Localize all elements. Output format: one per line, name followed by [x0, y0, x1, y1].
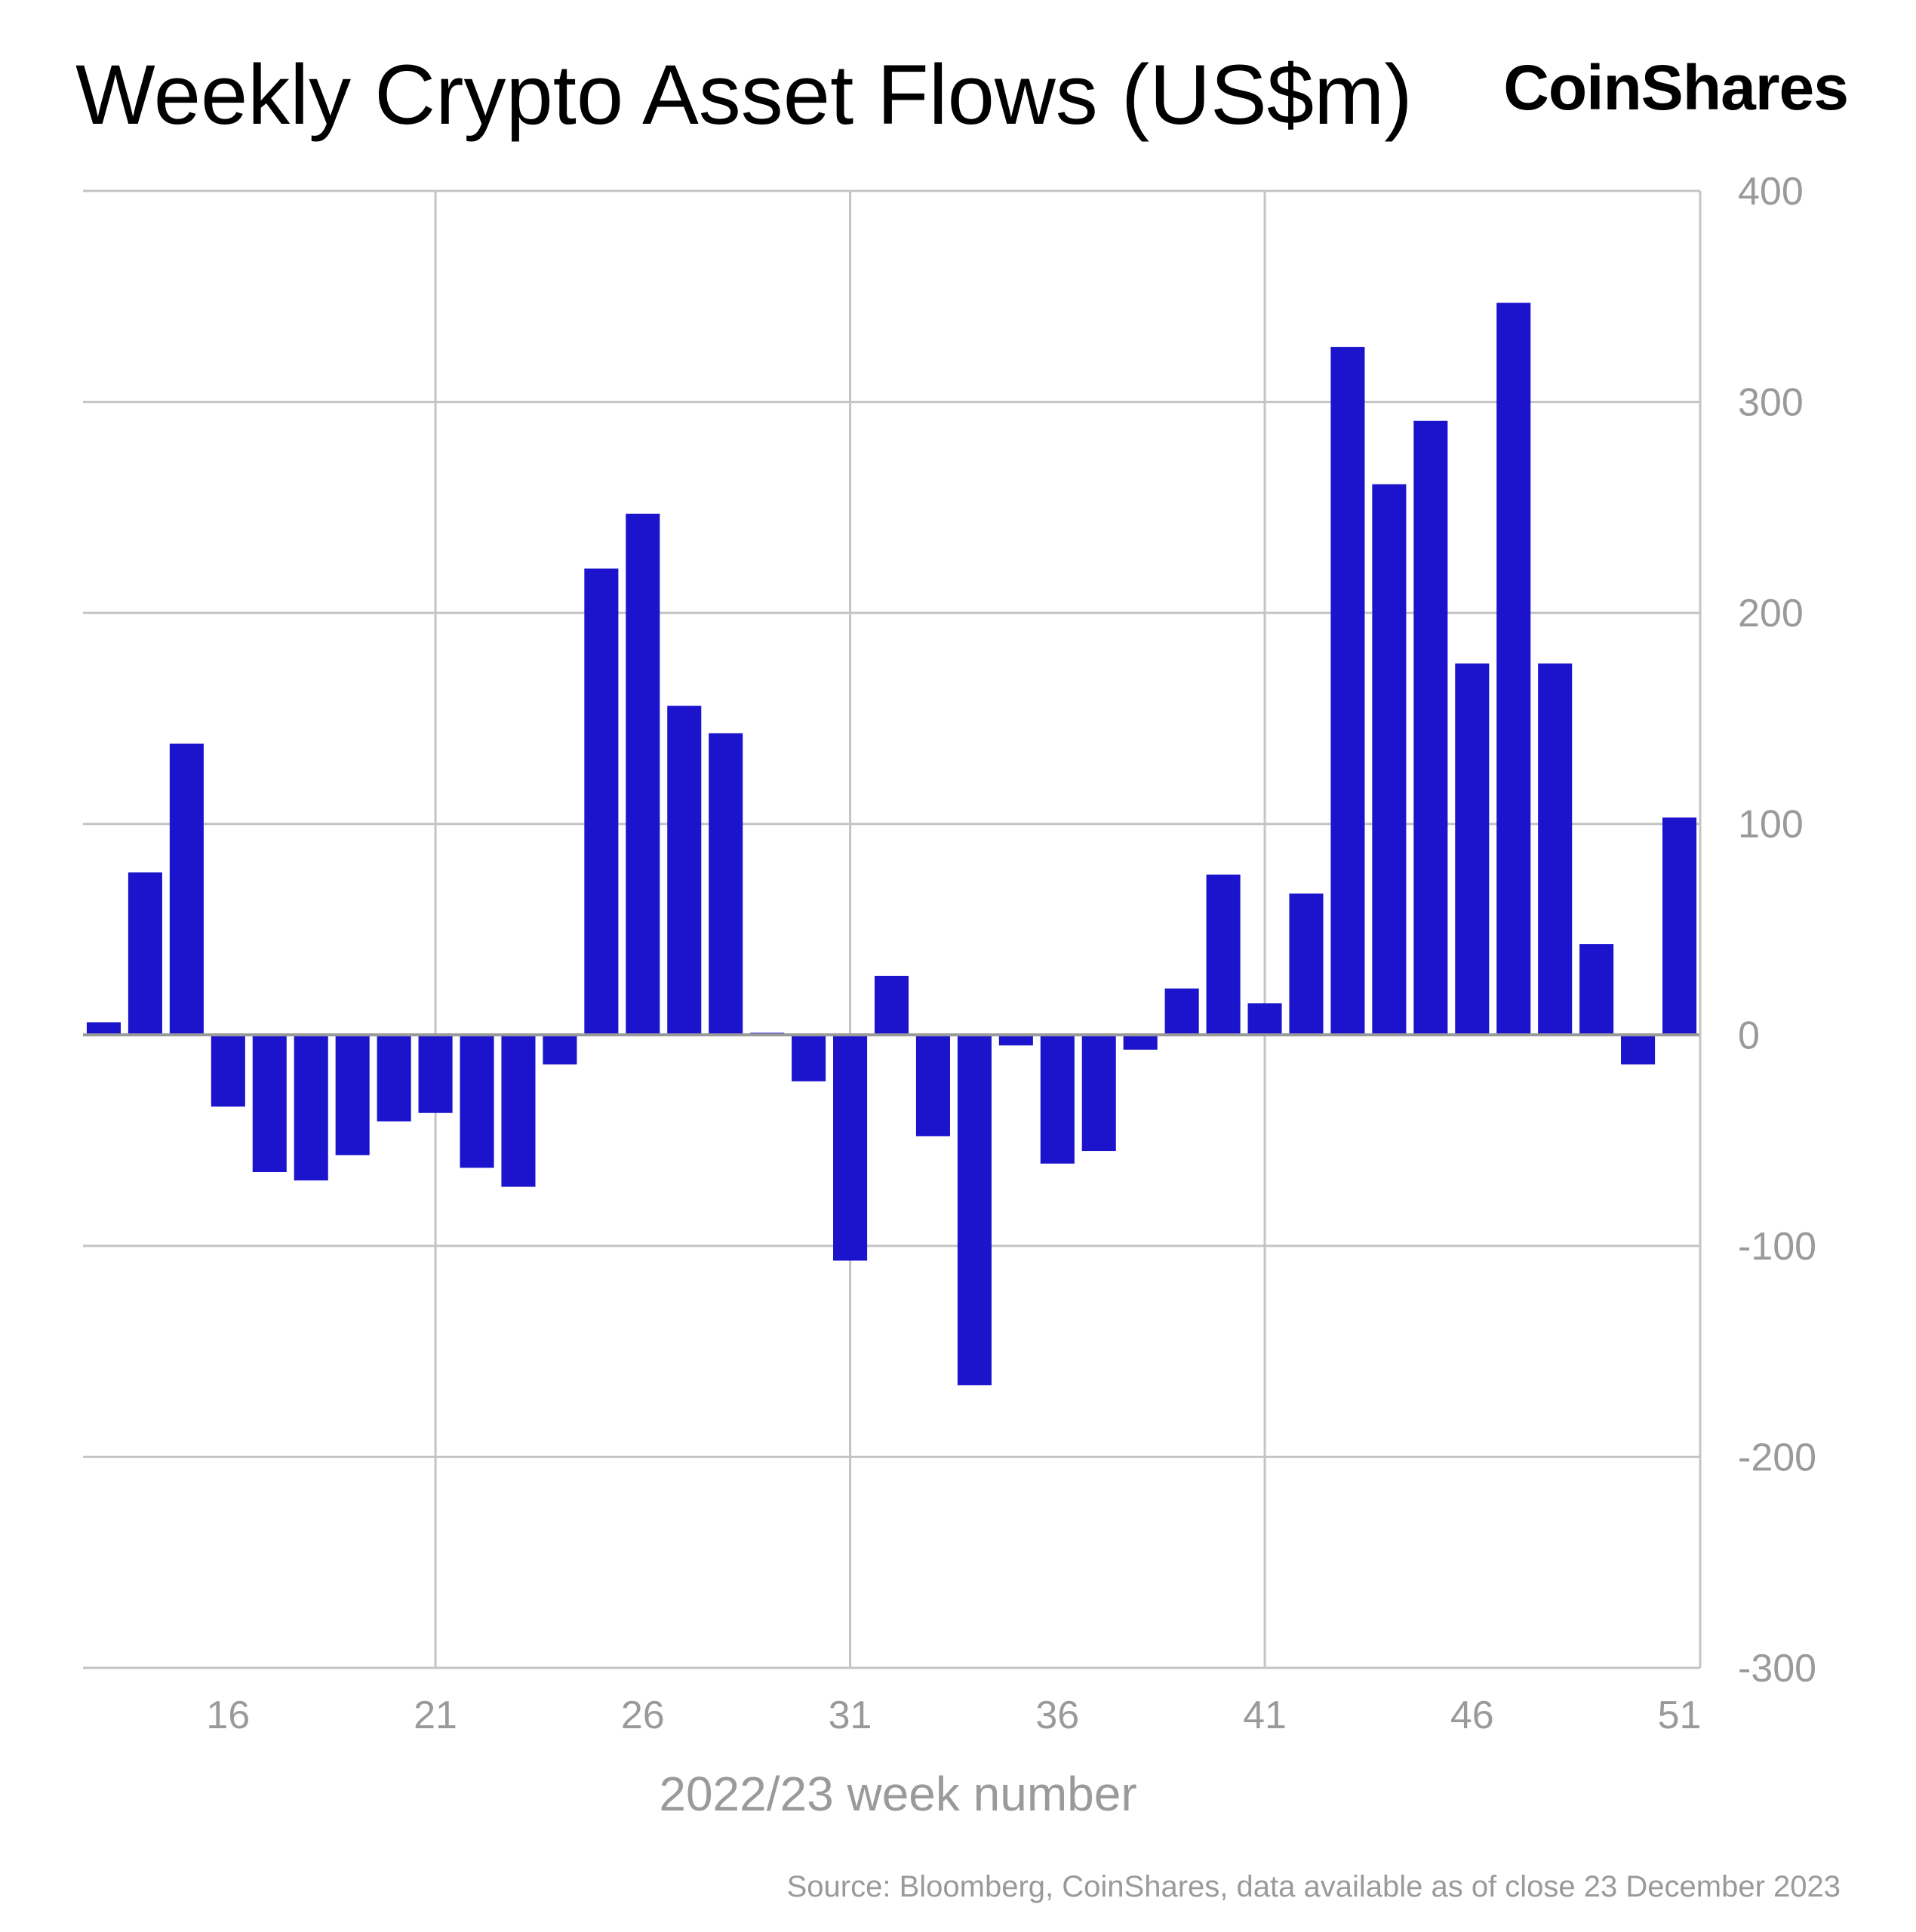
- bar-week-18: [294, 1035, 328, 1181]
- axis-layer: [83, 191, 1702, 1668]
- bar-week-41: [1247, 1003, 1282, 1035]
- x-tick-label: 26: [621, 1694, 665, 1737]
- bar-week-21: [418, 1035, 453, 1113]
- bar-week-26: [626, 513, 660, 1035]
- x-tick-label: 41: [1243, 1694, 1287, 1737]
- bar-week-50: [1621, 1035, 1656, 1065]
- bar-week-33: [915, 1035, 950, 1137]
- y-tick-label: 200: [1738, 592, 1804, 635]
- x-tick-label: 46: [1450, 1694, 1494, 1737]
- bar-week-15: [169, 743, 204, 1035]
- bar-week-30: [792, 1035, 826, 1081]
- bar-week-46: [1455, 663, 1490, 1035]
- bar-week-48: [1538, 663, 1573, 1035]
- y-tick-label: 400: [1738, 170, 1804, 214]
- y-tick-label: 100: [1738, 803, 1804, 847]
- y-tick-label: -100: [1738, 1225, 1816, 1269]
- source-note: Source: Bloomberg, CoinShares, data avai…: [786, 1870, 1841, 1903]
- x-tick-label: 16: [206, 1694, 250, 1737]
- y-tick-label: 300: [1738, 381, 1804, 425]
- bar-week-36: [1040, 1035, 1075, 1164]
- chart-title: Weekly Crypto Asset Flows (US$m): [75, 48, 1413, 142]
- bar-week-32: [874, 976, 909, 1035]
- bar-week-17: [252, 1035, 287, 1173]
- bar-week-13: [86, 1022, 121, 1035]
- x-tick-label: 21: [414, 1694, 457, 1737]
- bar-week-16: [211, 1035, 245, 1107]
- bar-week-14: [128, 872, 162, 1035]
- bars-layer: [86, 303, 1697, 1386]
- bar-week-28: [709, 733, 743, 1035]
- bar-week-43: [1330, 346, 1365, 1035]
- bar-week-31: [833, 1035, 868, 1261]
- bar-week-51: [1662, 817, 1697, 1035]
- bar-week-24: [543, 1035, 577, 1065]
- bar-week-45: [1413, 420, 1448, 1035]
- x-tick-label: 31: [829, 1694, 872, 1737]
- y-tick-label: -200: [1738, 1435, 1816, 1479]
- x-tick-label: 51: [1658, 1694, 1702, 1737]
- x-axis-label: 2022/23 week number: [659, 1767, 1137, 1821]
- y-tick-label: -300: [1738, 1647, 1816, 1690]
- y-tick-label: 0: [1738, 1014, 1760, 1057]
- bar-week-35: [998, 1035, 1033, 1046]
- bar-week-42: [1289, 893, 1324, 1035]
- bar-chart: 400 300 200 100 0 -100 -200 -300 16 21 26 31 36 41 46 5…: [83, 170, 1816, 1737]
- bar-week-47: [1496, 303, 1531, 1035]
- bar-week-27: [667, 706, 702, 1035]
- bar-week-25: [584, 568, 619, 1035]
- bar-week-34: [957, 1035, 992, 1386]
- bar-week-19: [335, 1035, 370, 1155]
- bar-week-22: [460, 1035, 494, 1168]
- labels-layer: 400 300 200 100 0 -100 -200 -300 16 21 26 31 36 41 46 5…: [206, 170, 1816, 1737]
- bar-week-39: [1164, 988, 1199, 1035]
- bar-week-23: [501, 1035, 536, 1187]
- bar-week-38: [1123, 1035, 1158, 1050]
- x-tick-label: 36: [1035, 1694, 1079, 1737]
- bar-week-49: [1579, 944, 1614, 1035]
- bar-week-44: [1372, 484, 1407, 1035]
- bar-week-40: [1206, 874, 1241, 1035]
- coinshares-logo: CoinShares: [1503, 52, 1849, 123]
- bar-week-20: [377, 1035, 411, 1121]
- bar-week-37: [1081, 1035, 1116, 1152]
